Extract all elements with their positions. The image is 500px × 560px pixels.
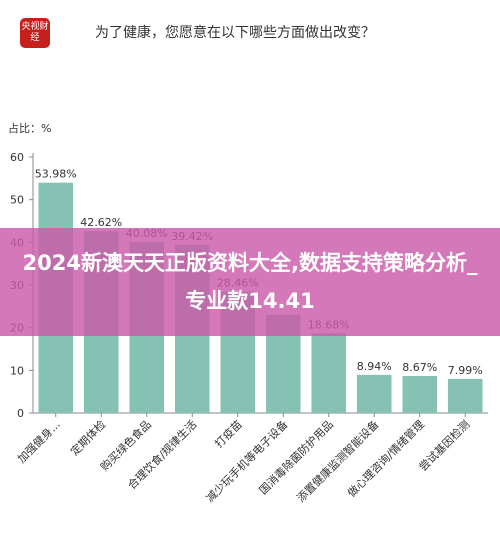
bar-value-label: 8.94% (357, 360, 392, 373)
x-tick-label: 做心理咨询/情绪管理 (344, 417, 427, 500)
x-tick-label: 打疫苗 (212, 417, 245, 450)
bar-value-label: 8.67% (402, 361, 437, 374)
y-tick-label: 0 (17, 407, 24, 420)
bar (356, 374, 392, 413)
y-axis-unit-label: 占比：% (8, 122, 52, 135)
x-tick-label: 国消毒除菌防护用品 (256, 417, 336, 497)
x-tick-label: 添置健康监测智能设备 (294, 417, 382, 505)
x-tick-label: 定期体检 (67, 417, 108, 458)
bar-value-label: 42.62% (80, 216, 122, 229)
x-tick-label: 减少玩手机等电子设备 (203, 417, 291, 505)
bar-value-label: 53.98% (35, 168, 77, 181)
y-tick-label: 50 (10, 194, 24, 207)
y-tick-label: 10 (10, 364, 24, 377)
bar (311, 333, 347, 413)
bar (447, 378, 483, 413)
bar (402, 376, 438, 413)
bar-value-label: 7.99% (448, 364, 483, 377)
cctv-finance-logo: 央视财经 (20, 18, 50, 48)
chart-title: 为了健康，您愿意在以下哪些方面做出改变？ (95, 25, 375, 41)
y-tick-label: 60 (10, 151, 24, 164)
x-tick-label: 加强健身... (14, 417, 62, 465)
overlay-banner: 2024新澳天天正版资料大全,数据支持策略分析_专业款14.41 (0, 228, 500, 336)
overlay-banner-text: 2024新澳天天正版资料大全,数据支持策略分析_专业款14.41 (22, 251, 478, 313)
